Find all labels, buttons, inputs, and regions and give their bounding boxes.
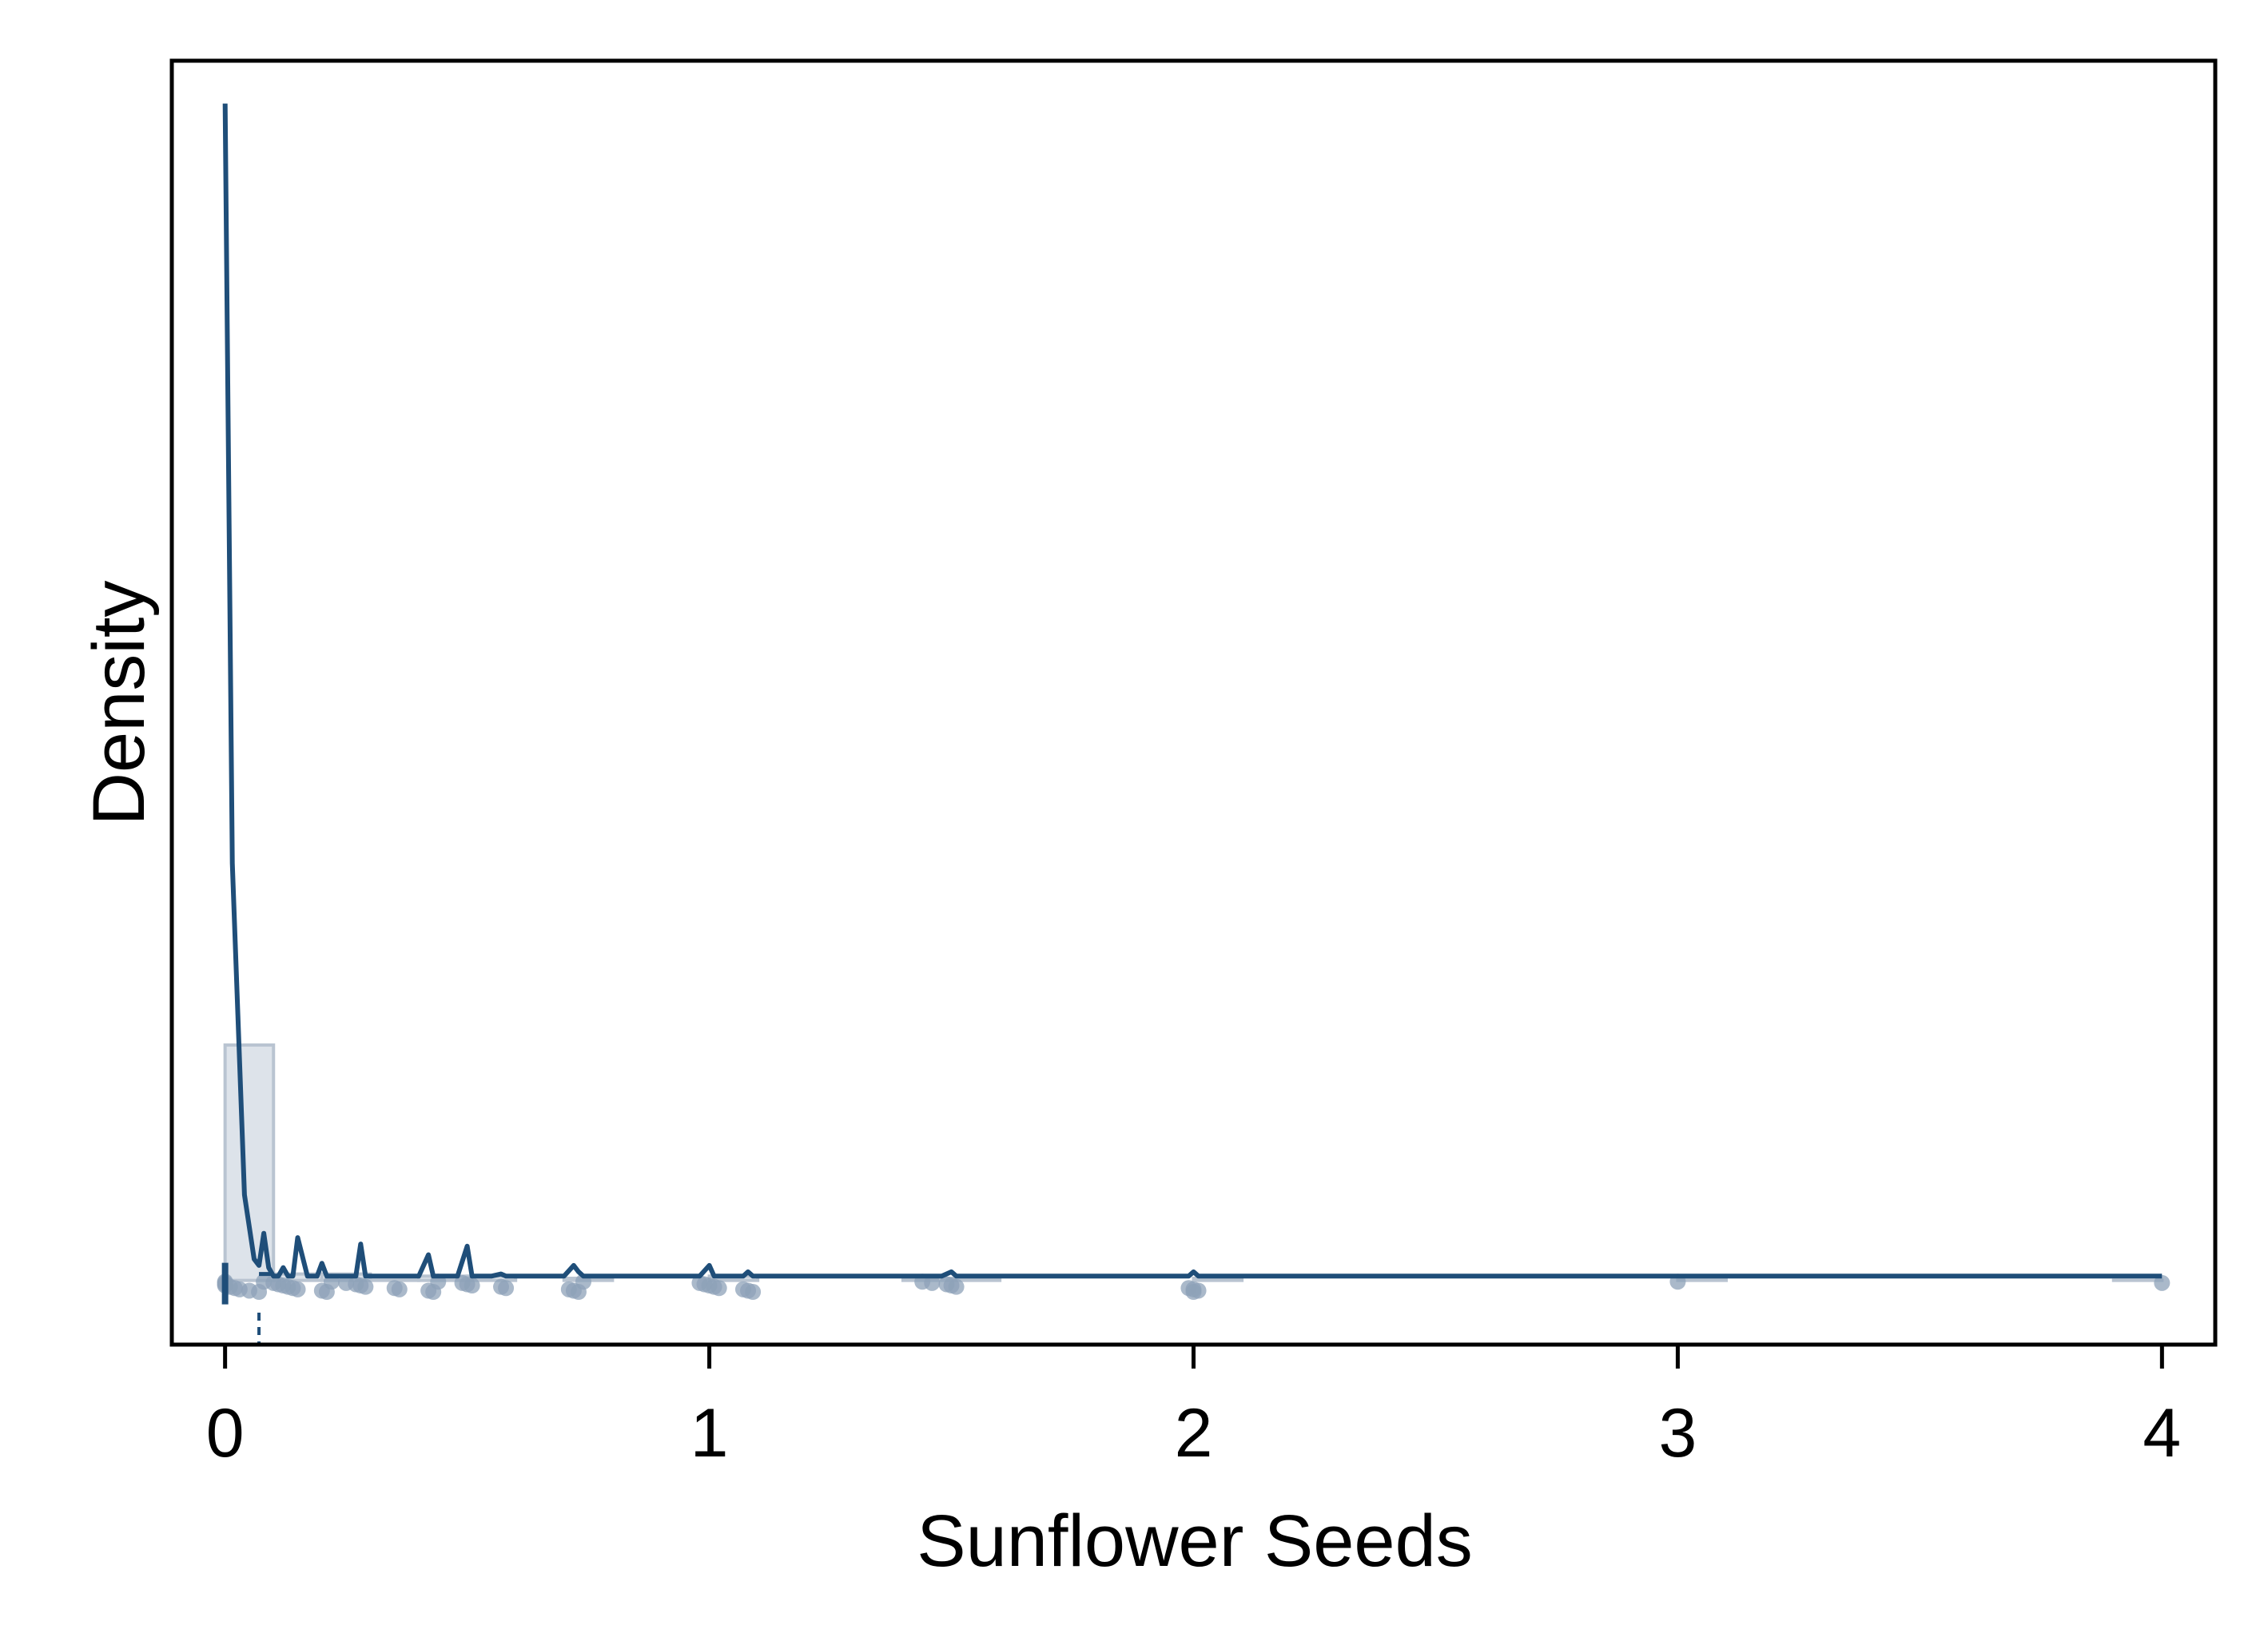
observation-point xyxy=(498,1280,515,1297)
observation-point xyxy=(1185,1284,1202,1301)
observation-point xyxy=(710,1280,727,1297)
x-tick-label: 3 xyxy=(1659,1395,1697,1472)
observation-point xyxy=(2154,1274,2171,1291)
observation-point xyxy=(745,1284,762,1301)
observation-point xyxy=(391,1281,408,1297)
density-curve xyxy=(222,103,2163,1279)
x-tick-label: 1 xyxy=(690,1395,729,1472)
x-axis-title: Sunflower Seeds xyxy=(917,1500,1473,1582)
x-axis: 0 1 2 3 4 xyxy=(206,1345,2181,1472)
chart-marks xyxy=(217,103,2171,1345)
histogram-bar xyxy=(1192,1276,1244,1282)
x-tick-label: 2 xyxy=(1175,1395,1213,1472)
observation-point xyxy=(948,1278,965,1295)
observation-point xyxy=(289,1281,306,1297)
x-tick-label: 4 xyxy=(2143,1395,2181,1472)
x-tick-label: 0 xyxy=(206,1395,245,1472)
y-axis-title: Density xyxy=(78,581,160,826)
observation-point xyxy=(357,1278,374,1295)
observation-point xyxy=(924,1274,941,1291)
observation-point xyxy=(464,1277,480,1294)
